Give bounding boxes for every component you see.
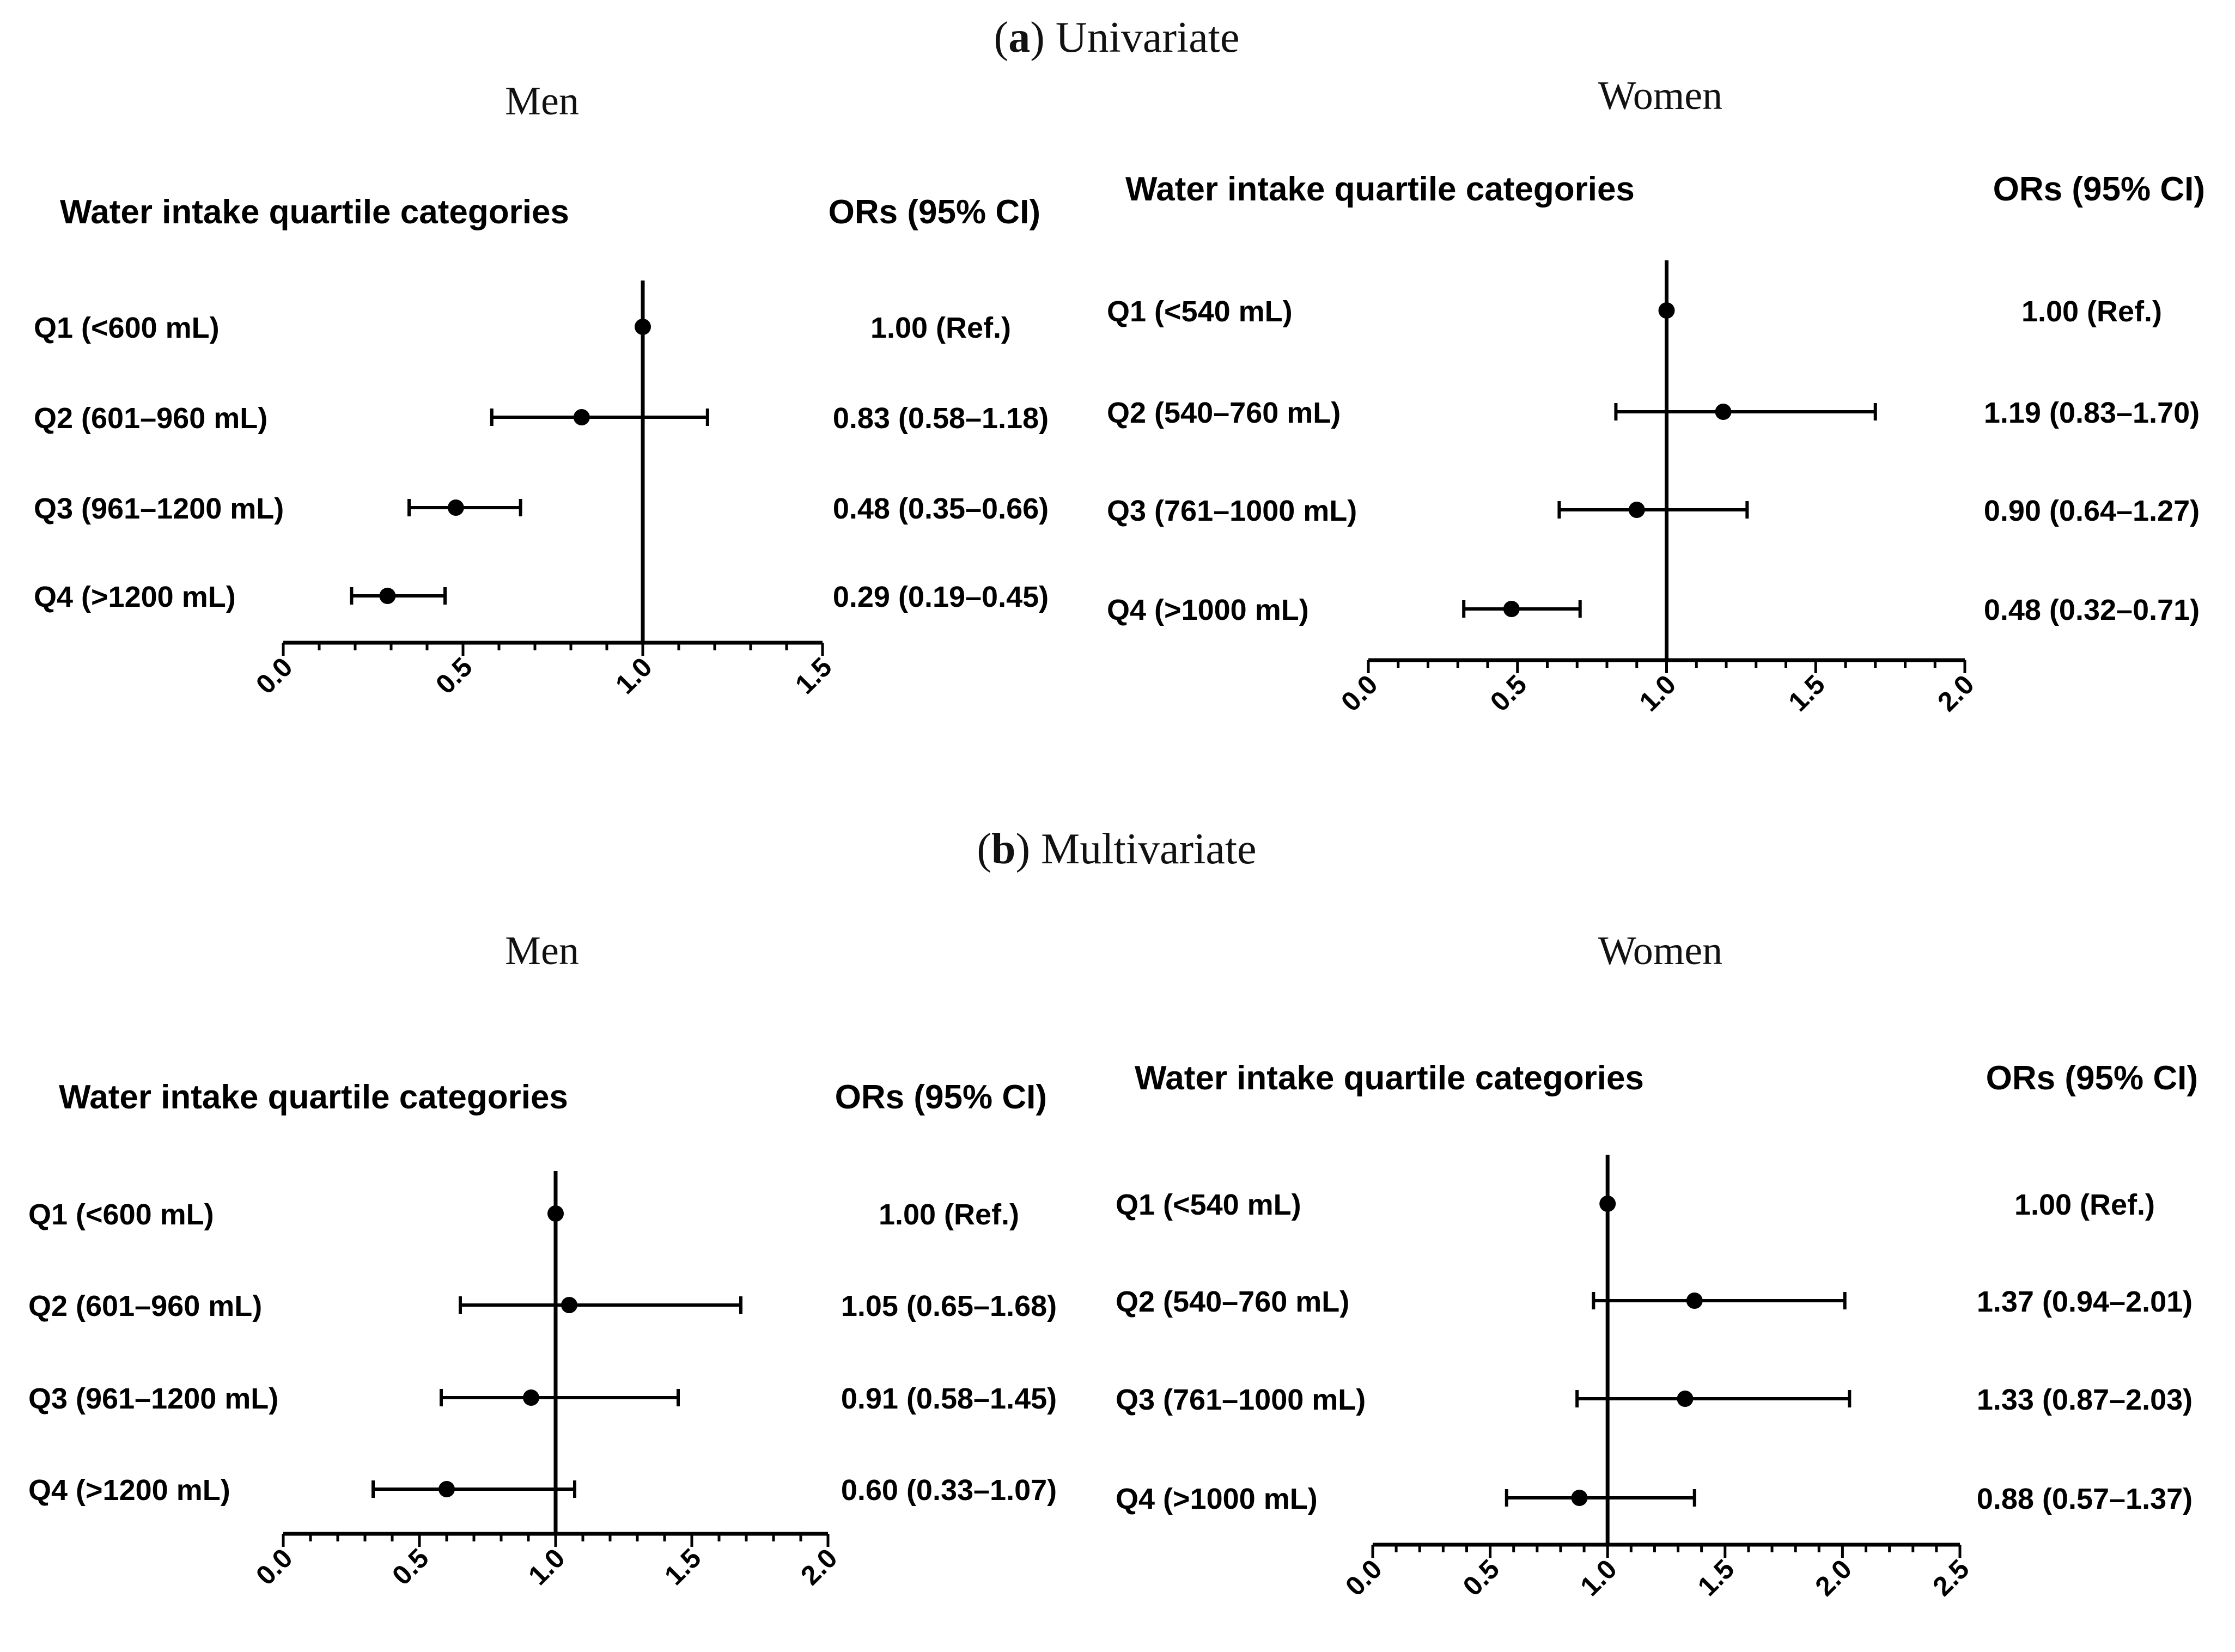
row-label: Q1 (<600 mL) [28,1198,214,1231]
or-point [1686,1293,1703,1309]
panel-univariate-women: Women Water intake quartile categories ORs… [1107,74,2205,717]
row-or-value: 1.37 (0.94–2.01) [1977,1285,2193,1318]
row-label: Q1 (<540 mL) [1116,1188,1301,1221]
row-label: Q2 (601–960 mL) [28,1290,262,1322]
row-or-value: 0.90 (0.64–1.27) [1984,495,2200,527]
row-label: Q4 (>1000 mL) [1107,594,1309,626]
or-point [635,319,651,335]
or-point [547,1205,564,1222]
or-point [561,1297,577,1313]
row-label: Q3 (761–1000 mL) [1107,495,1357,527]
or-point [1715,404,1732,420]
row-label: Q3 (961–1200 mL) [34,492,284,525]
row-or-value: 1.00 (Ref.) [879,1198,1019,1231]
panel-title: Men [505,79,579,124]
row-or-value: 0.48 (0.32–0.71) [1984,594,2200,626]
panel-multivariate-men: Men Water intake quartile categories ORs (… [28,929,1057,1591]
or-point [1503,601,1520,617]
row-label: Q2 (540–760 mL) [1107,397,1341,429]
section-b-heading: (b) Multivariate [977,825,1256,873]
row-header: Water intake quartile categories [59,1078,568,1116]
section-b-letter: b [991,825,1016,873]
or-point [523,1389,539,1406]
row-header: Water intake quartile categories [60,193,569,231]
row-label: Q4 (>1200 mL) [34,581,236,613]
or-point [1571,1490,1588,1506]
panel-title: Women [1598,74,1722,118]
row-or-value: 0.91 (0.58–1.45) [841,1382,1057,1415]
or-point [1677,1391,1694,1407]
row-label: Q4 (>1200 mL) [28,1474,230,1507]
panel-multivariate-women: Women Water intake quartile categories ORs… [1116,929,2198,1602]
value-header: ORs (95% CI) [1986,1059,2198,1097]
row-or-value: 1.19 (0.83–1.70) [1984,397,2200,429]
section-a-heading: (a) Univariate [994,14,1240,62]
row-or-value: 1.33 (0.87–2.03) [1977,1383,2193,1416]
row-or-value: 1.00 (Ref.) [2014,1188,2155,1221]
row-or-value: 0.29 (0.19–0.45) [833,581,1049,613]
or-point [447,499,464,516]
value-header: ORs (95% CI) [1993,170,2205,208]
section-a-letter: a [1008,14,1030,62]
row-label: Q4 (>1000 mL) [1116,1483,1318,1515]
panel-title: Women [1598,929,1722,973]
row-or-value: 1.05 (0.65–1.68) [841,1290,1057,1322]
section-a-name: Univariate [1056,14,1240,62]
row-or-value: 0.60 (0.33–1.07) [841,1474,1057,1507]
value-header: ORs (95% CI) [829,193,1040,231]
row-or-value: 1.00 (Ref.) [870,312,1011,344]
panel-title: Men [505,929,579,973]
row-label: Q3 (961–1200 mL) [28,1382,278,1415]
row-or-value: 0.48 (0.35–0.66) [833,492,1049,525]
row-label: Q2 (601–960 mL) [34,402,267,435]
section-b-name: Multivariate [1041,825,1256,873]
row-label: Q1 (<600 mL) [34,312,220,344]
or-point [1599,1196,1616,1212]
or-point [379,588,396,604]
row-or-value: 1.00 (Ref.) [2021,295,2162,328]
or-point [439,1481,455,1497]
row-or-value: 0.83 (0.58–1.18) [833,402,1049,435]
value-header: ORs (95% CI) [835,1078,1047,1116]
row-header: Water intake quartile categories [1135,1059,1644,1097]
or-point [1628,502,1645,518]
or-point [1658,302,1675,319]
row-or-value: 0.88 (0.57–1.37) [1977,1483,2193,1515]
row-label: Q1 (<540 mL) [1107,295,1293,328]
or-point [573,409,590,425]
row-label: Q2 (540–760 mL) [1116,1285,1349,1318]
row-label: Q3 (761–1000 mL) [1116,1383,1366,1416]
row-header: Water intake quartile categories [1125,170,1635,208]
